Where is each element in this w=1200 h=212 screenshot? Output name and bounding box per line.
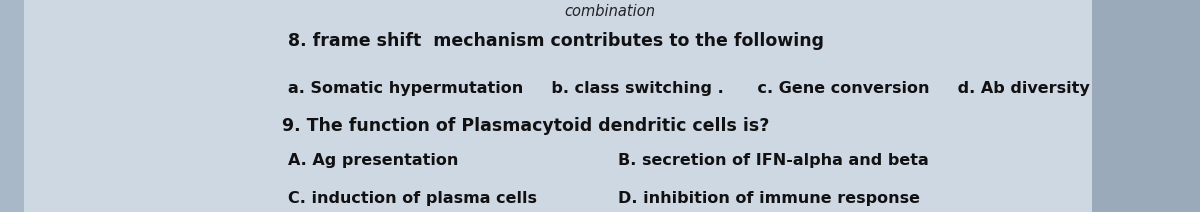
Text: 8. frame shift  mechanism contributes to the following: 8. frame shift mechanism contributes to … xyxy=(288,32,824,50)
Text: C. induction of plasma cells: C. induction of plasma cells xyxy=(288,191,538,206)
Bar xyxy=(1092,0,1200,212)
Text: 9. The function of Plasmacytoid dendritic cells is?: 9. The function of Plasmacytoid dendriti… xyxy=(282,117,769,135)
Text: D. inhibition of immune response: D. inhibition of immune response xyxy=(618,191,920,206)
Bar xyxy=(0,0,24,212)
Text: a. Somatic hypermutation     b. class switching .      c. Gene conversion     d.: a. Somatic hypermutation b. class switch… xyxy=(288,81,1090,96)
Text: combination: combination xyxy=(564,4,655,19)
Text: A. Ag presentation: A. Ag presentation xyxy=(288,153,458,168)
Text: B. secretion of IFN-alpha and beta: B. secretion of IFN-alpha and beta xyxy=(618,153,929,168)
